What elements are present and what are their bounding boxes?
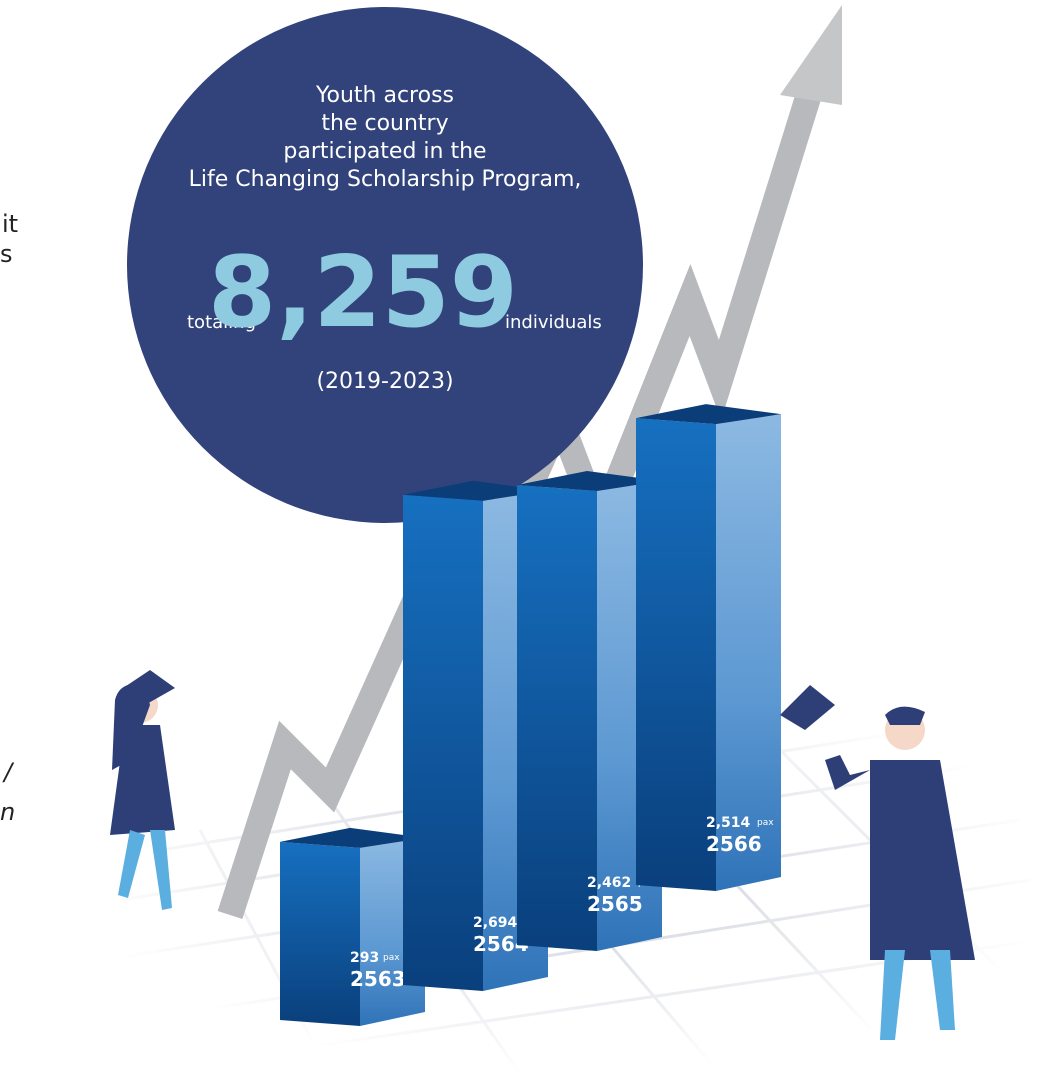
bar-side: [716, 414, 781, 891]
unit-label: pax: [383, 953, 400, 963]
graduate-left: [110, 670, 175, 910]
total-suffix: individuals: [505, 312, 602, 333]
bar: 2,514 pax 2566: [636, 404, 781, 891]
bar-front: [280, 841, 360, 1026]
clipped-text: s: [0, 240, 13, 268]
bar-top: [517, 470, 662, 491]
unit-label: pax: [757, 818, 774, 828]
headline-line: Youth across: [315, 83, 454, 108]
total-prefix: totaling: [187, 312, 256, 333]
clipped-text: n: [0, 798, 15, 826]
headline-line: the country: [321, 111, 448, 136]
category-label: 2566: [706, 832, 762, 856]
clipped-text: /: [2, 758, 15, 786]
graduate-right: [780, 685, 975, 1040]
value-label: 2,694: [473, 915, 518, 931]
bar-top: [636, 404, 781, 425]
period: (2019-2023): [316, 369, 453, 394]
bars: 293pax25632,694pax25642,462pax25652,514p…: [280, 404, 781, 1026]
bar-top: [280, 827, 425, 848]
value-label: 2,462: [587, 875, 631, 891]
headline-line: Life Changing Scholarship Program,: [189, 167, 582, 192]
value-label: 2,514: [706, 815, 751, 831]
value-label: 293: [350, 950, 379, 966]
bar-front: [517, 484, 597, 951]
bar-top: [403, 480, 548, 501]
category-label: 2563: [350, 967, 406, 991]
headline-line: participated in the: [283, 139, 486, 164]
category-label: 2565: [587, 892, 643, 916]
bar-front: [403, 494, 483, 991]
clipped-text: it: [2, 210, 18, 238]
headline-circle: [127, 7, 643, 523]
total: 8,259: [208, 236, 518, 350]
bar-front: [636, 418, 716, 891]
